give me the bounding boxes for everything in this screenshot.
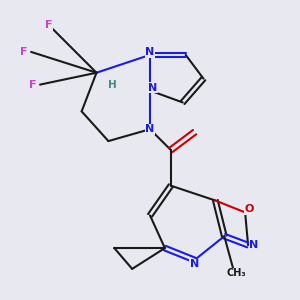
Text: N: N <box>249 240 259 250</box>
Text: H: H <box>109 80 117 90</box>
Text: N: N <box>148 82 158 93</box>
Text: O: O <box>245 204 254 214</box>
Text: N: N <box>190 260 199 269</box>
Text: N: N <box>146 124 154 134</box>
Text: F: F <box>29 80 36 90</box>
Text: F: F <box>45 20 53 30</box>
Text: N: N <box>146 47 154 57</box>
Text: F: F <box>20 47 27 57</box>
Text: CH₃: CH₃ <box>226 268 246 278</box>
